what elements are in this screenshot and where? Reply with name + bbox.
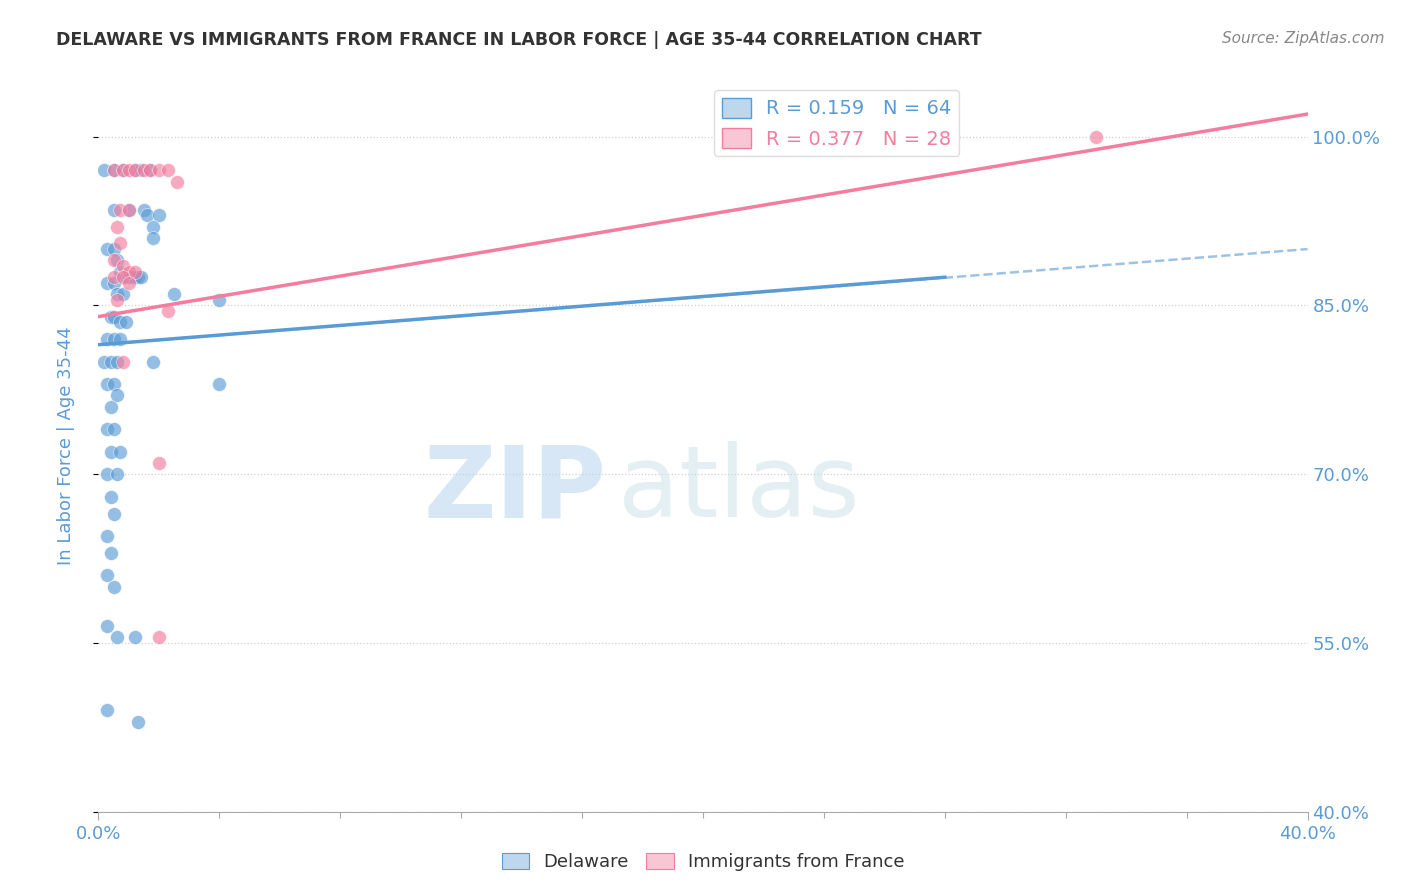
Point — [96, 568, 118, 582]
Point — [108, 264, 131, 278]
Point — [105, 388, 128, 402]
Point — [96, 242, 118, 256]
Point — [96, 276, 118, 290]
Point — [96, 529, 118, 543]
Point — [111, 270, 134, 285]
Point — [103, 202, 125, 217]
Point — [103, 377, 125, 392]
Point — [100, 400, 122, 414]
Point — [139, 163, 162, 178]
Point — [118, 276, 141, 290]
Point — [1085, 129, 1108, 144]
Point — [208, 377, 231, 392]
Point — [111, 163, 134, 178]
Legend: Delaware, Immigrants from France: Delaware, Immigrants from France — [495, 846, 911, 879]
Point — [105, 287, 128, 301]
Point — [142, 231, 165, 245]
Point — [103, 270, 125, 285]
Point — [124, 264, 146, 278]
Point — [108, 444, 131, 458]
Point — [103, 310, 125, 324]
Point — [111, 259, 134, 273]
Point — [124, 163, 146, 178]
Point — [96, 467, 118, 482]
Point — [129, 163, 152, 178]
Point — [111, 287, 134, 301]
Point — [114, 315, 136, 329]
Point — [124, 630, 146, 644]
Point — [96, 377, 118, 392]
Point — [118, 202, 141, 217]
Point — [127, 714, 149, 729]
Point — [103, 507, 125, 521]
Point — [118, 270, 141, 285]
Point — [100, 444, 122, 458]
Point — [111, 270, 134, 285]
Point — [148, 163, 170, 178]
Point — [148, 630, 170, 644]
Point — [124, 270, 146, 285]
Point — [96, 703, 118, 717]
Point — [127, 270, 149, 285]
Point — [103, 276, 125, 290]
Point — [132, 163, 155, 178]
Point — [103, 580, 125, 594]
Point — [132, 202, 155, 217]
Point — [121, 270, 143, 285]
Point — [96, 619, 118, 633]
Point — [108, 332, 131, 346]
Point — [100, 354, 122, 368]
Point — [105, 467, 128, 482]
Point — [100, 490, 122, 504]
Point — [103, 422, 125, 436]
Point — [142, 219, 165, 234]
Text: atlas: atlas — [619, 442, 860, 539]
Point — [118, 202, 141, 217]
Point — [111, 354, 134, 368]
Point — [166, 175, 188, 189]
Point — [93, 354, 115, 368]
Y-axis label: In Labor Force | Age 35-44: In Labor Force | Age 35-44 — [56, 326, 75, 566]
Point — [142, 354, 165, 368]
Point — [114, 270, 136, 285]
Point — [100, 546, 122, 560]
Point — [135, 208, 157, 222]
Point — [100, 310, 122, 324]
Point — [108, 315, 131, 329]
Point — [139, 163, 162, 178]
Point — [105, 253, 128, 268]
Point — [208, 293, 231, 307]
Point — [105, 293, 128, 307]
Point — [96, 332, 118, 346]
Point — [105, 630, 128, 644]
Point — [148, 208, 170, 222]
Text: DELAWARE VS IMMIGRANTS FROM FRANCE IN LABOR FORCE | AGE 35-44 CORRELATION CHART: DELAWARE VS IMMIGRANTS FROM FRANCE IN LA… — [56, 31, 981, 49]
Point — [108, 202, 131, 217]
Point — [163, 287, 186, 301]
Point — [129, 270, 152, 285]
Point — [93, 163, 115, 178]
Point — [124, 163, 146, 178]
Point — [108, 236, 131, 251]
Point — [103, 163, 125, 178]
Point — [103, 163, 125, 178]
Point — [103, 332, 125, 346]
Point — [105, 219, 128, 234]
Point — [118, 264, 141, 278]
Point — [103, 253, 125, 268]
Legend: R = 0.159   N = 64, R = 0.377   N = 28: R = 0.159 N = 64, R = 0.377 N = 28 — [714, 90, 959, 156]
Point — [118, 163, 141, 178]
Point — [156, 304, 179, 318]
Point — [96, 422, 118, 436]
Point — [111, 163, 134, 178]
Text: ZIP: ZIP — [423, 442, 606, 539]
Point — [156, 163, 179, 178]
Point — [148, 456, 170, 470]
Point — [103, 242, 125, 256]
Point — [105, 354, 128, 368]
Text: Source: ZipAtlas.com: Source: ZipAtlas.com — [1222, 31, 1385, 46]
